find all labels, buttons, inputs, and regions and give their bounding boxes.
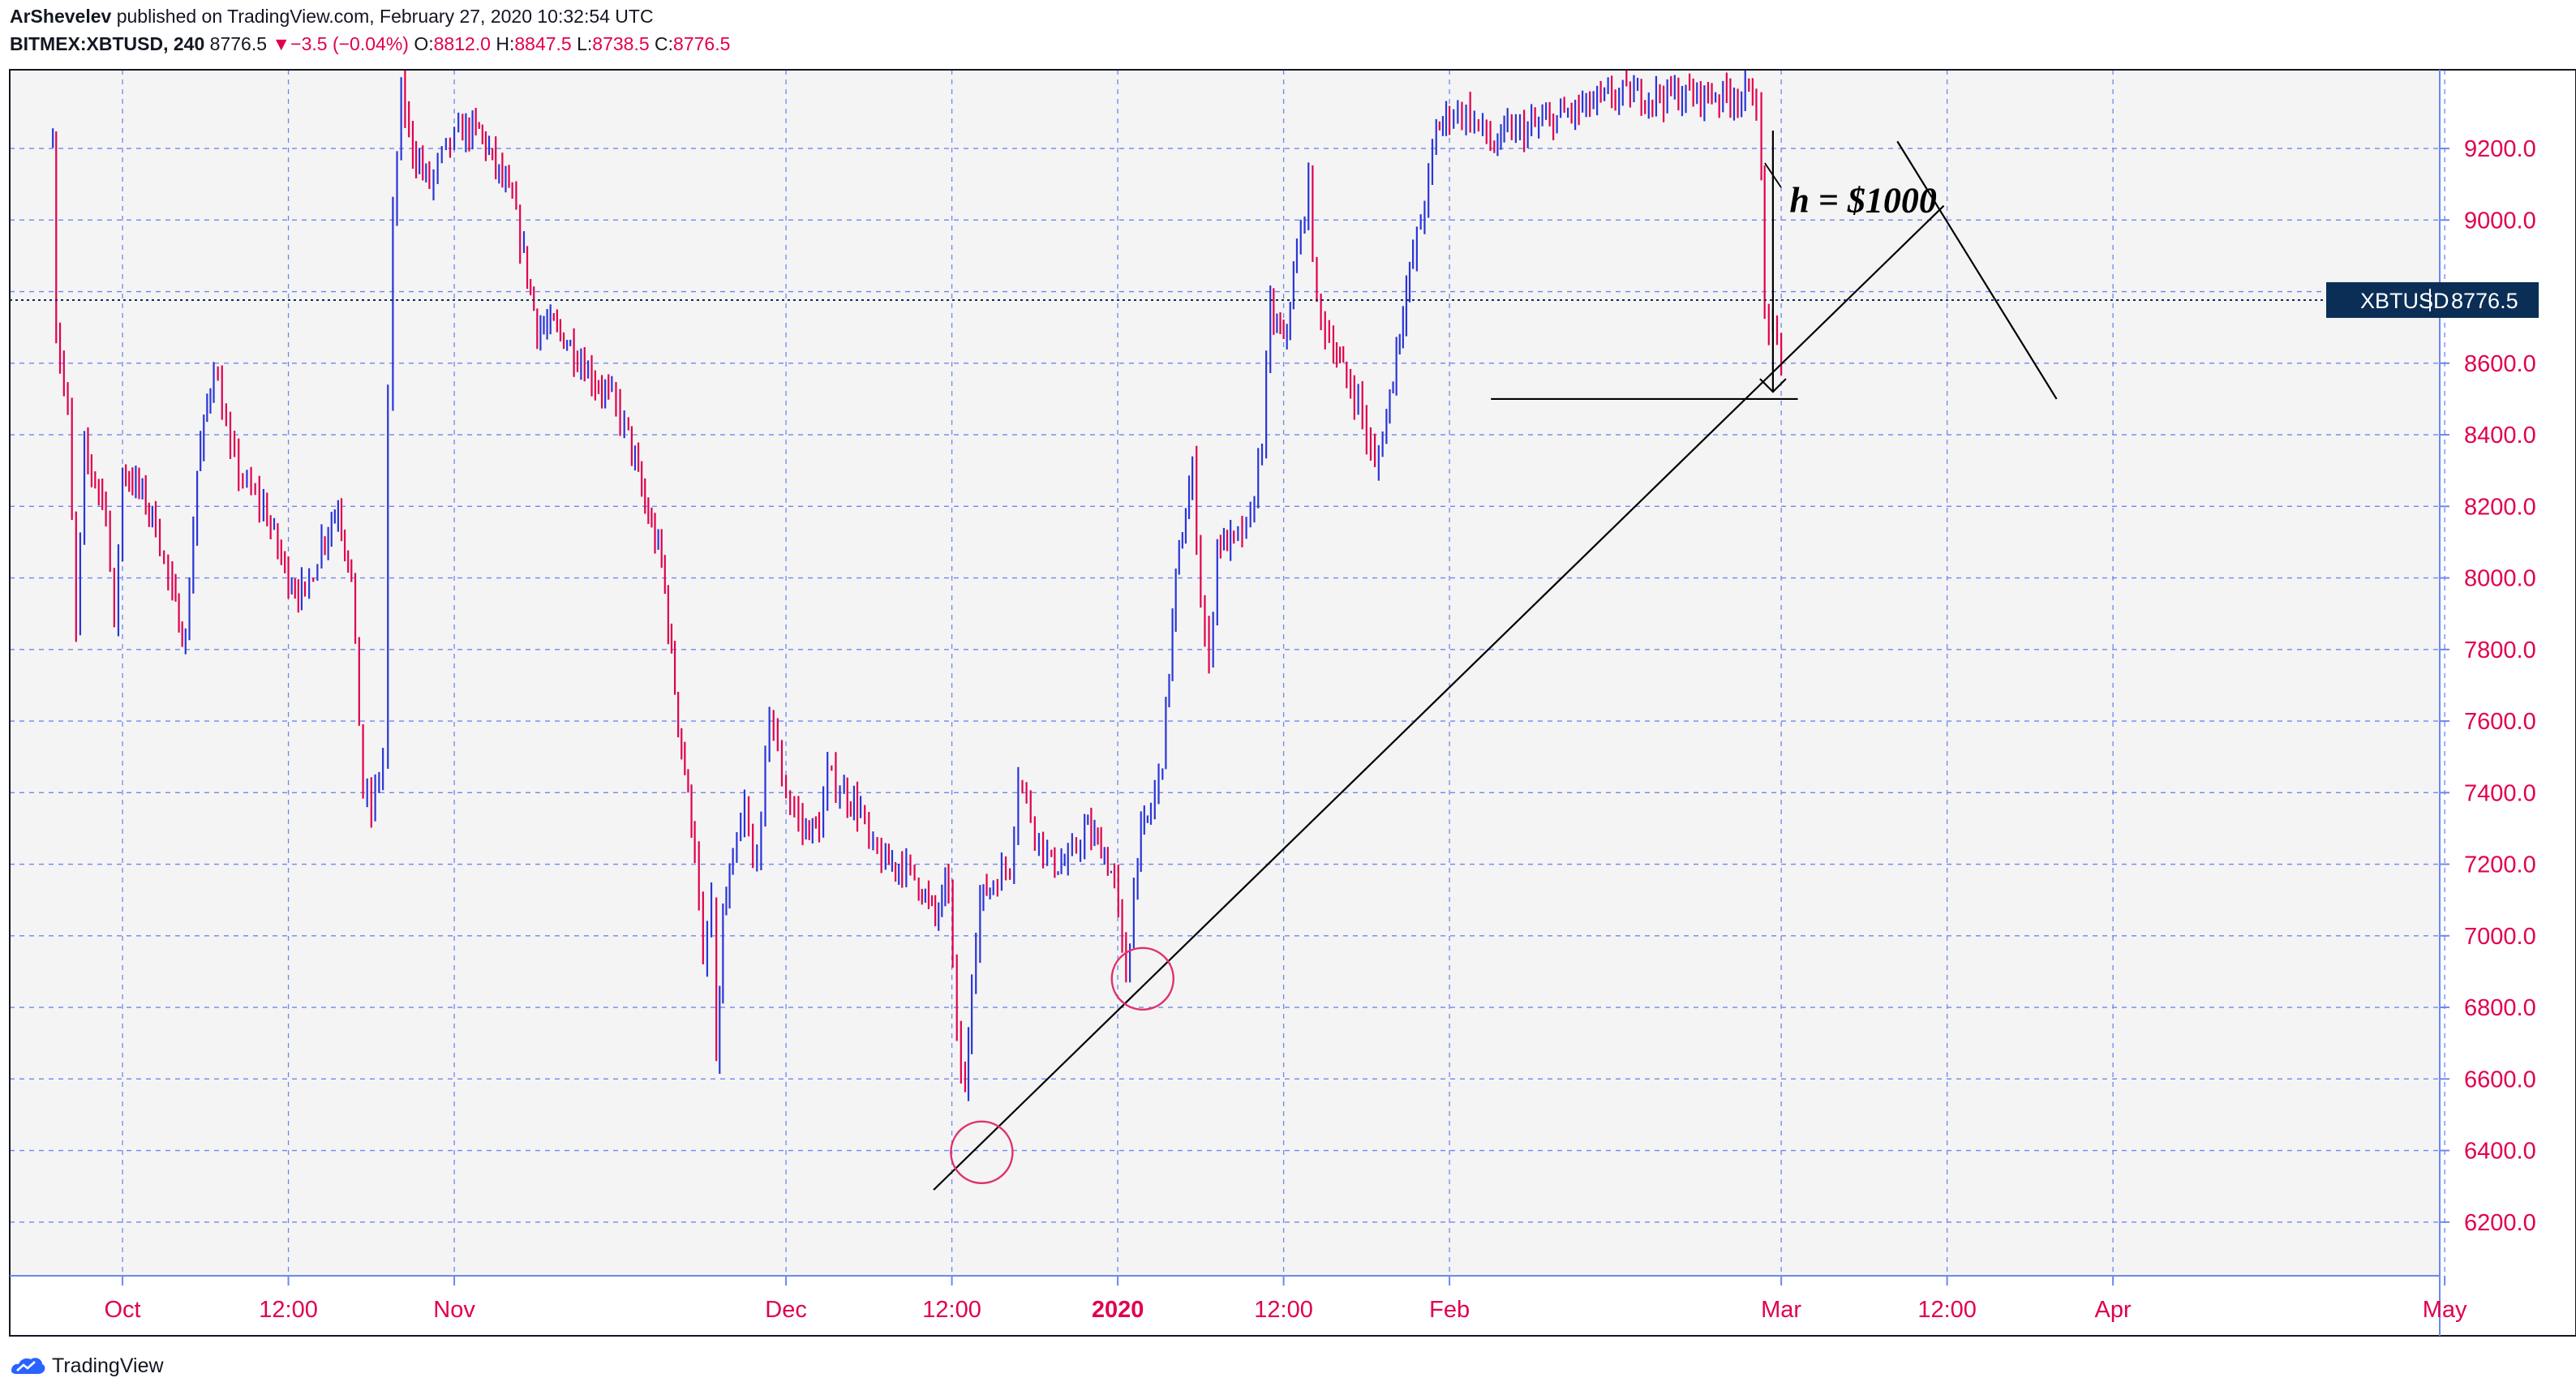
time-tick-label: 12:00 [259, 1297, 318, 1323]
chart-border [9, 69, 2576, 1337]
time-tick-label: Dec [765, 1297, 807, 1323]
high-label: H: [496, 33, 515, 54]
chart-frame [9, 69, 2576, 1337]
close-label: C: [655, 33, 674, 54]
last-price: 8776.5 [209, 33, 268, 54]
time-tick-label: Oct [105, 1297, 141, 1323]
price-tick-label: 6400.0 [2464, 1139, 2536, 1165]
time-tick-label: Mar [1761, 1297, 1801, 1323]
highlight-circle [950, 1120, 1014, 1184]
time-tick-label: Nov [433, 1297, 475, 1323]
time-tick-label: 12:00 [1917, 1297, 1977, 1323]
price-tick-label: 7000.0 [2464, 924, 2536, 950]
price-change: −3.5 (−0.04%) [290, 33, 409, 54]
measure-arrow-head [1759, 378, 1787, 393]
diagonal-line [1896, 140, 2058, 400]
price-tick-label: 6800.0 [2464, 995, 2536, 1021]
price-tick-label: 8200.0 [2464, 494, 2536, 520]
down-arrow-icon: ▼ [272, 33, 291, 54]
time-tick-label: Apr [2095, 1297, 2132, 1323]
open-label: O: [414, 33, 434, 54]
price-tick-label: 6600.0 [2464, 1067, 2536, 1092]
time-tick-label: Feb [1429, 1297, 1470, 1323]
price-tag-value: 8776.5 [2451, 289, 2518, 313]
publish-info: ArShevelev published on TradingView.com,… [10, 5, 654, 28]
price-tick-label: 7200.0 [2464, 852, 2536, 878]
trendline [933, 204, 1945, 1191]
price-tag-background [2326, 281, 2539, 318]
author-name[interactable]: ArShevelev [10, 6, 112, 27]
price-tick-label: 8600.0 [2464, 351, 2536, 377]
publish-text: published on TradingView.com, February 2… [116, 6, 654, 27]
tradingview-footer[interactable]: TradingView [10, 1350, 164, 1382]
price-tick-label: 7400.0 [2464, 780, 2536, 806]
price-axis[interactable]: 9200.09000.08800.08600.08400.08200.08000… [2440, 136, 2536, 1236]
low-value: 8738.5 [592, 33, 650, 54]
price-tick-label: 9200.0 [2464, 136, 2536, 162]
symbol-legend: BITMEX:XBTUSD, 240 8776.5 ▼−3.5 (−0.04%)… [10, 32, 730, 55]
close-value: 8776.5 [673, 33, 731, 54]
time-tick-label: 12:00 [922, 1297, 981, 1323]
drawing-tools[interactable]: h = $1000 [933, 131, 2058, 1191]
tradingview-brand: TradingView [52, 1354, 164, 1377]
time-axis[interactable]: Oct 12:00 Nov Dec 12:00 2020 12:00 Feb Mar 12:00 A… [105, 1276, 2468, 1323]
tradingview-logo-icon [11, 1358, 45, 1374]
price-tick-label: 6200.0 [2464, 1210, 2536, 1236]
time-tick-label: May [2423, 1297, 2467, 1323]
price-tag-symbol: XBTUSD [2360, 289, 2449, 313]
price-tick-label: 7800.0 [2464, 637, 2536, 663]
symbol-name[interactable]: BITMEX:XBTUSD, 240 [10, 33, 205, 54]
plot-area[interactable] [10, 70, 2440, 1276]
highlight-circle [1110, 946, 1174, 1011]
price-tick-label: 8000.0 [2464, 566, 2536, 592]
price-tick-label: 9000.0 [2464, 208, 2536, 234]
last-price-tag: XBTUSD 8776.5 [2326, 281, 2539, 318]
high-value: 8847.5 [514, 33, 572, 54]
time-tick-label: 2020 [1092, 1297, 1144, 1323]
time-tick-label: 12:00 [1254, 1297, 1313, 1323]
price-tick-label: 8400.0 [2464, 423, 2536, 449]
annotation-text: h = $1000 [1789, 180, 1937, 220]
price-tick-label: 7600.0 [2464, 709, 2536, 735]
candle-series [52, 70, 1783, 1101]
open-value: 8812.0 [433, 33, 491, 54]
measure-arrow-tick [1764, 162, 1782, 188]
low-label: L: [577, 33, 593, 54]
